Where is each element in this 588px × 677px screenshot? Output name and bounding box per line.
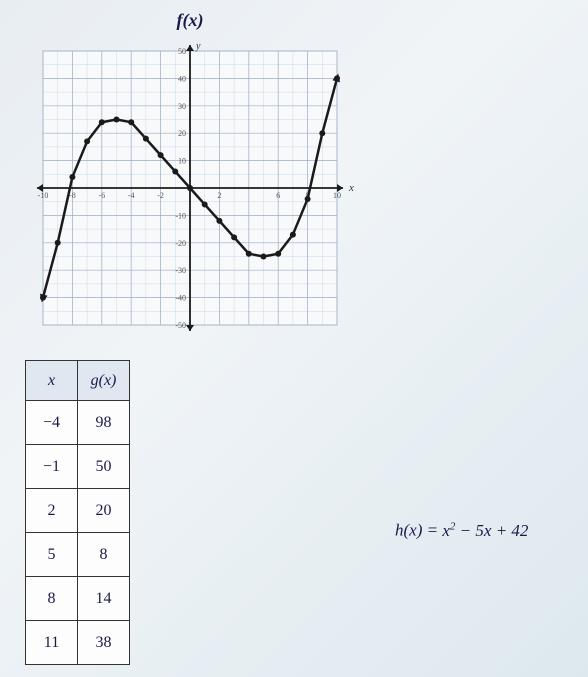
svg-text:-2: -2 <box>157 191 164 200</box>
cell-x: −4 <box>26 401 78 445</box>
table-row: −498 <box>26 401 130 445</box>
function-graph: -10-8-6-4-2268105040302010-10-20-30-40-5… <box>25 33 355 343</box>
function-table: x g(x) −498−150220588141138 <box>25 360 130 665</box>
equation-lhs: h(x) <box>395 521 422 540</box>
cell-x: 8 <box>26 577 78 621</box>
svg-text:2: 2 <box>217 191 221 200</box>
graph-title: f(x) <box>25 10 355 31</box>
svg-text:6: 6 <box>276 191 280 200</box>
svg-text:y: y <box>195 41 201 52</box>
svg-text:40: 40 <box>178 74 186 83</box>
cell-g: 50 <box>78 445 130 489</box>
cell-g: 14 <box>78 577 130 621</box>
table-row: 814 <box>26 577 130 621</box>
svg-text:50: 50 <box>178 47 186 56</box>
table-row: −150 <box>26 445 130 489</box>
table-header-row: x g(x) <box>26 361 130 401</box>
cell-x: 2 <box>26 489 78 533</box>
svg-text:-10: -10 <box>175 211 186 220</box>
svg-text:20: 20 <box>178 129 186 138</box>
graph-title-text: f(x) <box>177 10 204 30</box>
table-row: 58 <box>26 533 130 577</box>
svg-text:-40: -40 <box>175 294 186 303</box>
svg-text:30: 30 <box>178 102 186 111</box>
equation-rhs: x2 − 5x + 42 <box>442 521 528 540</box>
cell-x: 11 <box>26 621 78 665</box>
cell-g: 20 <box>78 489 130 533</box>
equation-h: h(x) = x2 − 5x + 42 <box>395 520 528 541</box>
header-x: x <box>26 361 78 401</box>
table-row: 220 <box>26 489 130 533</box>
svg-text:x: x <box>348 182 354 194</box>
cell-x: −1 <box>26 445 78 489</box>
cell-g: 8 <box>78 533 130 577</box>
table-row: 1138 <box>26 621 130 665</box>
cell-x: 5 <box>26 533 78 577</box>
svg-text:10: 10 <box>178 157 186 166</box>
svg-text:10: 10 <box>333 191 341 200</box>
svg-text:-50: -50 <box>175 321 186 330</box>
graph-container: f(x) -10-8-6-4-2268105040302010-10-20-30… <box>25 10 355 348</box>
header-g: g(x) <box>78 361 130 401</box>
table-container: x g(x) −498−150220588141138 <box>25 360 130 665</box>
svg-text:-4: -4 <box>128 191 135 200</box>
svg-text:-20: -20 <box>175 239 186 248</box>
svg-text:-10: -10 <box>38 191 49 200</box>
svg-text:-6: -6 <box>98 191 105 200</box>
cell-g: 38 <box>78 621 130 665</box>
svg-text:-30: -30 <box>175 266 186 275</box>
cell-g: 98 <box>78 401 130 445</box>
